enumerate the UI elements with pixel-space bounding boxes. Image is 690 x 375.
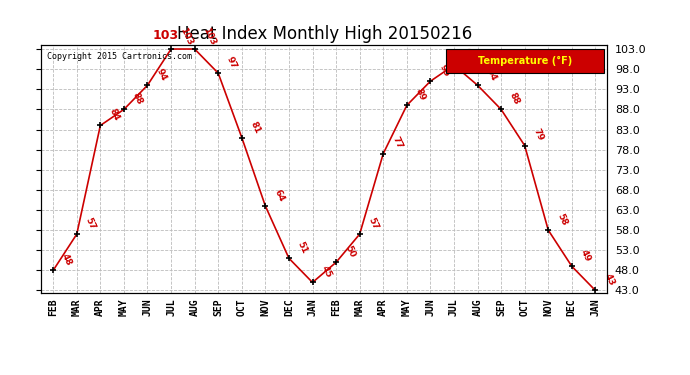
Text: 57: 57 (83, 216, 97, 231)
Text: 88: 88 (508, 92, 522, 106)
Text: Copyright 2015 Cartronics.com: Copyright 2015 Cartronics.com (47, 53, 192, 62)
Text: 89: 89 (414, 87, 427, 103)
Text: 95: 95 (437, 63, 451, 78)
Text: 84: 84 (107, 108, 121, 123)
Text: 81: 81 (248, 120, 262, 135)
Text: Temperature (°F): Temperature (°F) (478, 56, 572, 66)
Text: 64: 64 (273, 188, 286, 203)
Title: Heat Index Monthly High 20150216: Heat Index Monthly High 20150216 (177, 26, 472, 44)
Text: 94: 94 (155, 67, 168, 82)
Text: 97: 97 (225, 55, 239, 70)
Text: 99: 99 (461, 47, 475, 62)
Text: 103: 103 (201, 26, 217, 46)
Text: 43: 43 (602, 273, 616, 288)
Text: 103: 103 (152, 29, 179, 42)
Text: 103: 103 (178, 26, 194, 46)
Text: 50: 50 (343, 244, 357, 260)
Text: 51: 51 (296, 240, 309, 255)
Text: 79: 79 (531, 128, 545, 143)
Text: 58: 58 (555, 212, 569, 227)
Text: 88: 88 (131, 92, 144, 106)
Text: 94: 94 (484, 67, 498, 82)
Text: 45: 45 (319, 264, 333, 280)
FancyBboxPatch shape (446, 49, 604, 74)
Text: 49: 49 (579, 248, 592, 264)
Text: 48: 48 (60, 252, 74, 268)
Text: 77: 77 (390, 135, 404, 151)
Text: 57: 57 (366, 216, 380, 231)
